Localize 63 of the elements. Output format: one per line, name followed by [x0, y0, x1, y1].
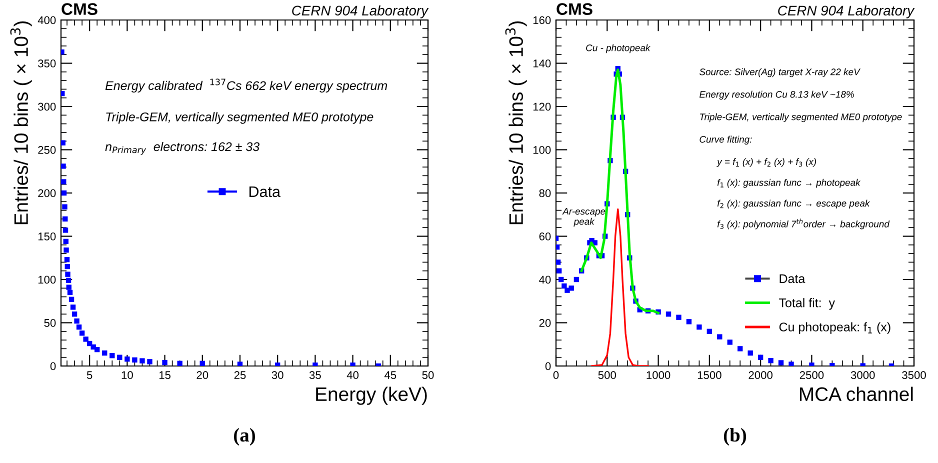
y-tick-label: 40 — [539, 276, 551, 284]
y-tick-label: 0 — [545, 362, 551, 370]
x-tick-label: 500 — [598, 371, 616, 380]
x-tick-label: 3000 — [850, 371, 875, 380]
x-tick-label: 45 — [384, 371, 396, 380]
legend-label: Total fit: y — [779, 298, 835, 310]
y-tick-label: 100 — [38, 276, 56, 284]
y-tick-label: 20 — [539, 319, 551, 327]
legend-label: Data — [249, 186, 280, 198]
y-tick-label: 200 — [38, 189, 56, 198]
y-tick-label: 160 — [533, 16, 551, 24]
x-tick-label: 3500 — [902, 371, 926, 380]
annotation: Triple-GEM, vertically segmented ME0 prototype — [106, 112, 374, 124]
annotation: Cu - photopeak — [586, 44, 651, 54]
y-tick-label: 0 — [50, 362, 56, 370]
y-tick-label: 60 — [539, 232, 551, 240]
annotation: Triple-GEM, vertically segmented ME0 prototype — [700, 113, 902, 122]
annotation: Energy calibrated $^{137}$Cs 662 keV energy spectrum — [105, 78, 388, 93]
x-tick-label: 5 — [86, 371, 92, 380]
x-tick-label: 30 — [272, 371, 284, 380]
y-tick-label: 140 — [533, 60, 551, 68]
x-tick-label: 0 — [553, 371, 559, 380]
annotation: n$_{Primary}$ electrons: 162 ± 33 — [105, 142, 260, 155]
x-tick-label: 1000 — [646, 371, 670, 380]
x-axis-title: Energy (keV) — [316, 386, 427, 405]
y-tick-label: 100 — [533, 146, 551, 154]
y-tick-label: 300 — [38, 102, 56, 111]
y-axis-title: Entries/ 10 bins ( × 10$^{3}$) — [10, 21, 32, 224]
annotation: Curve fitting: — [700, 136, 752, 145]
legend-label: Cu photopeak: f$_{1}$ (x) — [779, 322, 890, 334]
x-tick-label: 10 — [122, 371, 133, 380]
x-axis-title: MCA channel — [800, 386, 913, 402]
x-tick-label: 1500 — [698, 371, 722, 380]
y-tick-label: 50 — [44, 319, 56, 327]
y-tick-label: 400 — [38, 16, 56, 24]
x-tick-label: 2000 — [748, 371, 772, 380]
legend-label: Data — [780, 274, 806, 284]
y-tick-label: 120 — [533, 102, 551, 111]
x-tick-label: 15 — [159, 371, 170, 380]
text: (a) — [234, 428, 255, 446]
y-tick-label: 250 — [38, 146, 56, 154]
y-tick-label: 80 — [539, 189, 551, 198]
annotation: f$_{3}$ (x): polynomial 7$^{th}$order → background — [717, 218, 890, 230]
text: (b) — [724, 428, 746, 446]
text: CERN 904 Laboratory — [292, 5, 429, 18]
annotation: y = f$_{1}$ (x) + f$_{2}$ (x) + f$_{3}$ (x) — [716, 158, 816, 167]
x-tick-label: 20 — [196, 371, 208, 380]
annotation: Source: Silver(Ag) target X-ray 22 keV — [699, 68, 861, 78]
y-tick-label: 350 — [38, 60, 56, 68]
annotation: Energy resolution Cu 8.13 keV ~18% — [699, 90, 854, 100]
text: CMS — [556, 3, 592, 15]
annotation: f$_{2}$ (x): gaussian func → escape peak — [717, 200, 870, 208]
x-tick-label: 50 — [422, 371, 434, 380]
x-tick-label: 2500 — [800, 371, 824, 380]
text: CMS — [62, 3, 98, 15]
annotation: Ar-escape peak — [562, 208, 606, 227]
y-axis-title: Entries/ 10 bins ( × 10$^{3}$) — [505, 21, 527, 224]
y-tick-label: 150 — [38, 232, 56, 240]
x-tick-label: 35 — [309, 371, 321, 380]
x-tick-label: 25 — [234, 371, 246, 380]
x-tick-label: 40 — [346, 371, 359, 380]
text: CERN 904 Laboratory — [778, 5, 915, 18]
annotation: f$_{1}$ (x): gaussian func → photopeak — [717, 178, 861, 188]
